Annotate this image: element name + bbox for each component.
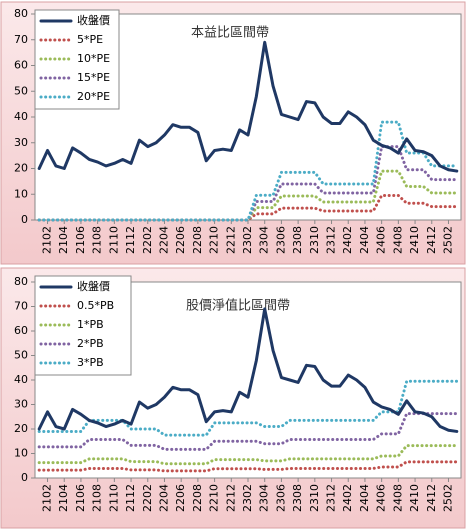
x-tick-label: 2410 bbox=[408, 484, 421, 512]
x-tick-label: 2112 bbox=[124, 484, 137, 512]
x-tick-label: 2412 bbox=[425, 226, 438, 254]
series-line bbox=[37, 40, 459, 173]
x-tick-label: 2210 bbox=[208, 226, 221, 254]
x-tick-label: 2206 bbox=[174, 484, 187, 512]
y-tick-label: 60 bbox=[14, 59, 28, 72]
y-tick-label: 10 bbox=[14, 187, 28, 200]
x-tick-label: 2202 bbox=[141, 484, 154, 512]
y-tick-label: 50 bbox=[14, 349, 28, 362]
x-tick-label: 2206 bbox=[174, 226, 187, 254]
x-tick-label: 2310 bbox=[308, 226, 321, 254]
series-line bbox=[37, 460, 459, 473]
legend-label: 1*PB bbox=[77, 318, 104, 331]
y-tick-label: 10 bbox=[14, 447, 28, 460]
x-tick-label: 2208 bbox=[191, 484, 204, 512]
x-tick-label: 2404 bbox=[358, 226, 371, 254]
y-tick-label: 80 bbox=[14, 275, 28, 288]
x-tick-label: 2102 bbox=[41, 226, 54, 254]
legend-label: 0.5*PB bbox=[77, 299, 114, 312]
y-tick-label: 40 bbox=[14, 110, 28, 123]
x-tick-label: 2306 bbox=[274, 484, 287, 512]
x-tick-label: 2102 bbox=[41, 484, 54, 512]
series-line bbox=[37, 120, 459, 222]
series-line bbox=[37, 379, 459, 437]
x-tick-label: 2408 bbox=[391, 484, 404, 512]
x-tick-label: 2310 bbox=[308, 484, 321, 512]
x-tick-label: 2210 bbox=[208, 484, 221, 512]
y-tick-label: 30 bbox=[14, 398, 28, 411]
y-tick-label: 50 bbox=[14, 84, 28, 97]
x-tick-label: 2308 bbox=[291, 484, 304, 512]
y-tick-label: 70 bbox=[14, 300, 28, 313]
x-tick-label: 2404 bbox=[358, 484, 371, 512]
chart-title: 股價淨值比區間帶 bbox=[186, 298, 290, 314]
x-tick-label: 2204 bbox=[157, 226, 170, 254]
x-tick-label: 2104 bbox=[57, 226, 70, 254]
x-tick-label: 2308 bbox=[291, 226, 304, 254]
x-tick-label: 2208 bbox=[191, 226, 204, 254]
x-tick-label: 2112 bbox=[124, 226, 137, 254]
x-tick-label: 2108 bbox=[91, 484, 104, 512]
x-tick-label: 2302 bbox=[241, 226, 254, 254]
legend-label: 收盤價 bbox=[77, 13, 110, 27]
x-tick-label: 2402 bbox=[341, 226, 354, 254]
y-tick-label: 20 bbox=[14, 162, 28, 175]
y-tick-label: 80 bbox=[14, 7, 28, 20]
legend-label: 收盤價 bbox=[77, 279, 110, 293]
x-tick-label: 2212 bbox=[224, 484, 237, 512]
y-tick-label: 60 bbox=[14, 324, 28, 337]
x-tick-label: 2306 bbox=[274, 226, 287, 254]
x-tick-label: 2106 bbox=[74, 226, 87, 254]
x-tick-label: 2408 bbox=[391, 226, 404, 254]
series-line bbox=[37, 444, 459, 466]
legend-label: 2*PB bbox=[77, 337, 104, 350]
x-tick-label: 2312 bbox=[325, 226, 338, 254]
x-tick-label: 2110 bbox=[107, 484, 120, 512]
x-tick-label: 2302 bbox=[241, 484, 254, 512]
y-tick-label: 0 bbox=[21, 471, 28, 484]
series-line bbox=[37, 412, 459, 451]
x-tick-label: 2202 bbox=[141, 226, 154, 254]
legend-label: 20*PE bbox=[77, 90, 110, 103]
y-tick-label: 40 bbox=[14, 373, 28, 386]
x-tick-label: 2304 bbox=[258, 484, 271, 512]
series-line bbox=[37, 307, 459, 433]
x-tick-label: 2406 bbox=[375, 484, 388, 512]
y-tick-label: 20 bbox=[14, 422, 28, 435]
y-tick-label: 30 bbox=[14, 136, 28, 149]
legend-label: 10*PE bbox=[77, 52, 110, 65]
x-tick-label: 2212 bbox=[224, 226, 237, 254]
legend-label: 3*PB bbox=[77, 356, 104, 369]
y-tick-label: 70 bbox=[14, 33, 28, 46]
legend-label: 5*PE bbox=[77, 33, 103, 46]
y-tick-label: 0 bbox=[21, 213, 28, 226]
x-tick-label: 2312 bbox=[325, 484, 338, 512]
x-tick-label: 2410 bbox=[408, 226, 421, 254]
chart-title: 本益比區間帶 bbox=[191, 26, 269, 41]
x-tick-label: 2406 bbox=[375, 226, 388, 254]
x-tick-label: 2104 bbox=[57, 484, 70, 512]
x-tick-label: 2110 bbox=[107, 226, 120, 254]
x-tick-label: 2108 bbox=[91, 226, 104, 254]
x-tick-label: 2412 bbox=[425, 484, 438, 512]
x-tick-label: 2304 bbox=[258, 226, 271, 254]
x-tick-label: 2204 bbox=[157, 484, 170, 512]
x-tick-label: 2502 bbox=[441, 226, 454, 254]
x-tick-label: 2106 bbox=[74, 484, 87, 512]
x-tick-label: 2502 bbox=[441, 484, 454, 512]
x-tick-label: 2402 bbox=[341, 484, 354, 512]
legend-label: 15*PE bbox=[77, 71, 110, 84]
